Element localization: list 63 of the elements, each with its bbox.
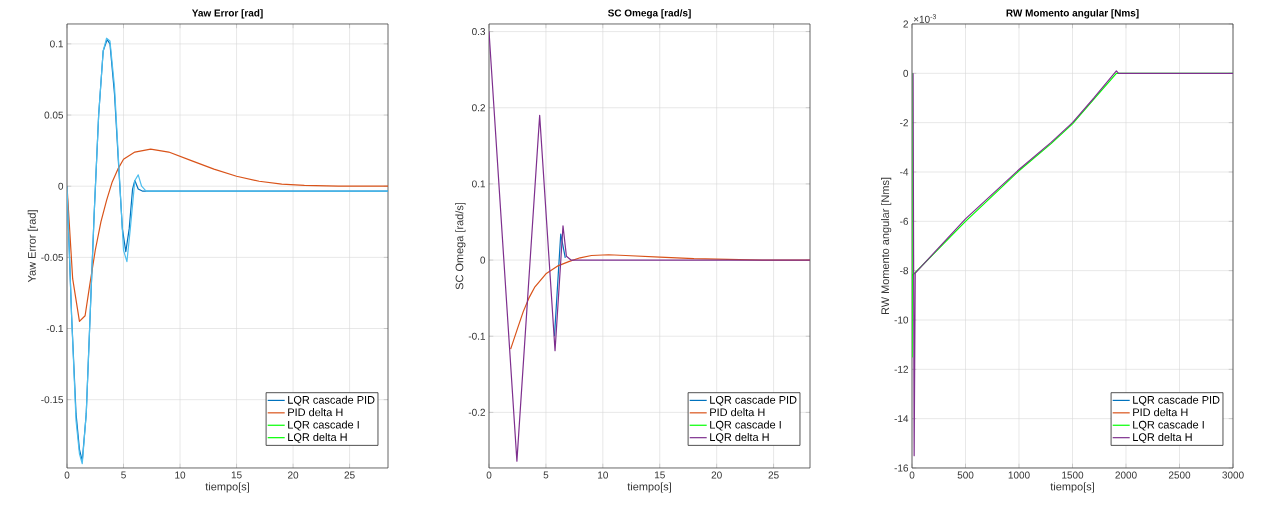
y-tick-label: -0.1 — [46, 325, 64, 333]
x-axis-title: tiempo[s] — [205, 482, 249, 493]
y-tick-label: -16 — [894, 464, 909, 472]
y-axis-title: RW Momento angular [Nms] — [881, 177, 892, 315]
x-tick-label: 2500 — [1168, 471, 1191, 479]
text: ×10$^{-3}$ — [913, 14, 936, 23]
y-tick-label: -12 — [894, 365, 908, 373]
y-tick-label: 0 — [58, 182, 64, 190]
y-tick-label: 0.2 — [472, 104, 485, 112]
x-tick-label: 15 — [231, 471, 242, 479]
x-tick-label: 25 — [344, 471, 355, 479]
y-tick-label: 0 — [903, 69, 909, 77]
y-tick-label: -0.05 — [41, 253, 64, 261]
y-tick-label: -4 — [900, 168, 909, 176]
y-tick-label: 2 — [903, 20, 908, 28]
y-tick-label: 0 — [480, 256, 486, 264]
y-tick-label: -2 — [900, 119, 908, 127]
y-tick-label: 0.1 — [50, 40, 64, 48]
y-tick-label: -10 — [894, 316, 909, 324]
x-axis-title: tiempo[s] — [1050, 482, 1094, 493]
chart-title: Yaw Error [rad] — [191, 9, 263, 19]
y-tick-label: -6 — [900, 217, 909, 225]
x-tick-label: 25 — [768, 471, 779, 479]
x-tick-label: 0 — [909, 471, 915, 479]
legend-label: PID delta H — [1133, 408, 1188, 417]
y-tick-label: 0.3 — [472, 28, 486, 36]
legend-label: LQR cascade PID — [288, 395, 375, 406]
legend-label: LQR delta H — [288, 432, 347, 443]
x-tick-label: 10 — [175, 471, 186, 479]
legend-label: LQR cascade I — [288, 420, 359, 431]
x-tick-label: 0 — [64, 471, 70, 479]
y-tick-label: -0.15 — [41, 396, 64, 404]
x-tick-label: 1500 — [1062, 471, 1084, 479]
x-tick-label: 5 — [121, 471, 126, 479]
y-tick-label: -0.1 — [468, 332, 486, 340]
chart-title: RW Momento angular [Nms] — [1006, 9, 1139, 19]
x-tick-label: 20 — [711, 471, 722, 479]
x-tick-label: 5 — [543, 471, 549, 479]
y-tick-label: 0.05 — [44, 111, 64, 119]
x-tick-label: 3000 — [1222, 471, 1244, 479]
x-tick-label: 15 — [654, 471, 665, 479]
y-tick-label: -14 — [894, 415, 909, 423]
x-axis-title: tiempo[s] — [627, 482, 671, 493]
legend-label: LQR cascade I — [1133, 420, 1204, 431]
legend-label: PID delta H — [710, 408, 765, 417]
y-tick-label: 0.1 — [472, 180, 486, 188]
x-tick-label: 500 — [957, 471, 974, 479]
x-tick-label: 2000 — [1115, 471, 1137, 479]
legend-label: LQR delta H — [1133, 432, 1192, 443]
x-tick-label: 0 — [486, 471, 492, 479]
legend-label: LQR cascade PID — [1133, 395, 1220, 406]
x-tick-label: 1000 — [1008, 471, 1030, 479]
x-tick-label: 10 — [598, 471, 608, 479]
y-axis-title: Yaw Error [rad] — [27, 210, 38, 283]
y-axis-title: SC Omega [rad/s] — [455, 202, 466, 290]
legend-label: PID delta H — [288, 408, 343, 417]
legend-label: LQR cascade I — [710, 420, 781, 431]
y-tick-label: -8 — [900, 267, 909, 275]
x-tick-label: 20 — [288, 471, 299, 479]
legend-label: LQR cascade PID — [710, 395, 797, 406]
y-tick-label: -0.2 — [468, 408, 485, 416]
legend-label: LQR delta H — [710, 432, 769, 443]
chart-title: SC Omega [rad/s] — [607, 9, 691, 19]
